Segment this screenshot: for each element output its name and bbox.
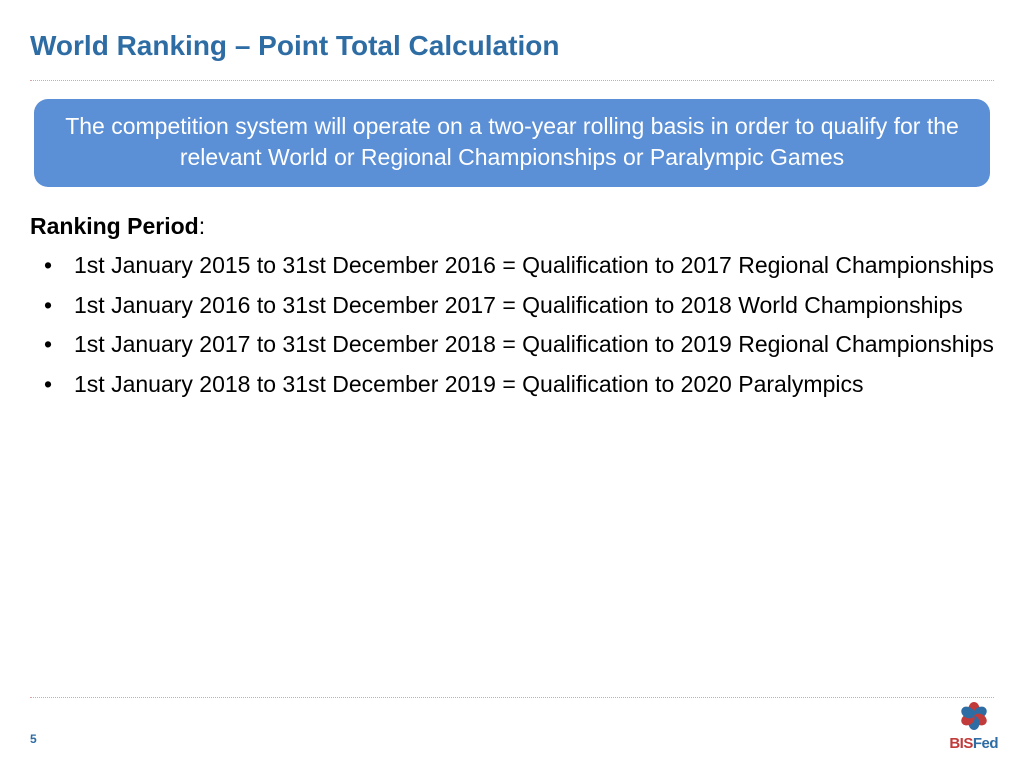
page-number: 5: [30, 732, 37, 746]
logo-text: BISFed: [949, 735, 998, 752]
bullet-item: 1st January 2016 to 31st December 2017 =…: [30, 288, 994, 324]
bisfed-logo: BISFed: [949, 699, 998, 752]
logo-text-fed: Fed: [973, 735, 998, 752]
callout-box: The competition system will operate on a…: [34, 99, 990, 187]
section-title-text: Ranking Period: [30, 213, 199, 239]
bullet-item: 1st January 2018 to 31st December 2019 =…: [30, 367, 994, 403]
logo-text-bis: BIS: [949, 735, 973, 752]
top-divider: [30, 80, 994, 81]
slide: World Ranking – Point Total Calculation …: [0, 0, 1024, 768]
slide-title: World Ranking – Point Total Calculation: [30, 30, 994, 62]
bullet-list: 1st January 2015 to 31st December 2016 =…: [30, 248, 994, 403]
logo-flower-icon: [957, 699, 991, 733]
bottom-divider: [30, 697, 994, 698]
section-title: Ranking Period:: [30, 213, 994, 240]
bullet-item: 1st January 2017 to 31st December 2018 =…: [30, 327, 994, 363]
bullet-item: 1st January 2015 to 31st December 2016 =…: [30, 248, 994, 284]
